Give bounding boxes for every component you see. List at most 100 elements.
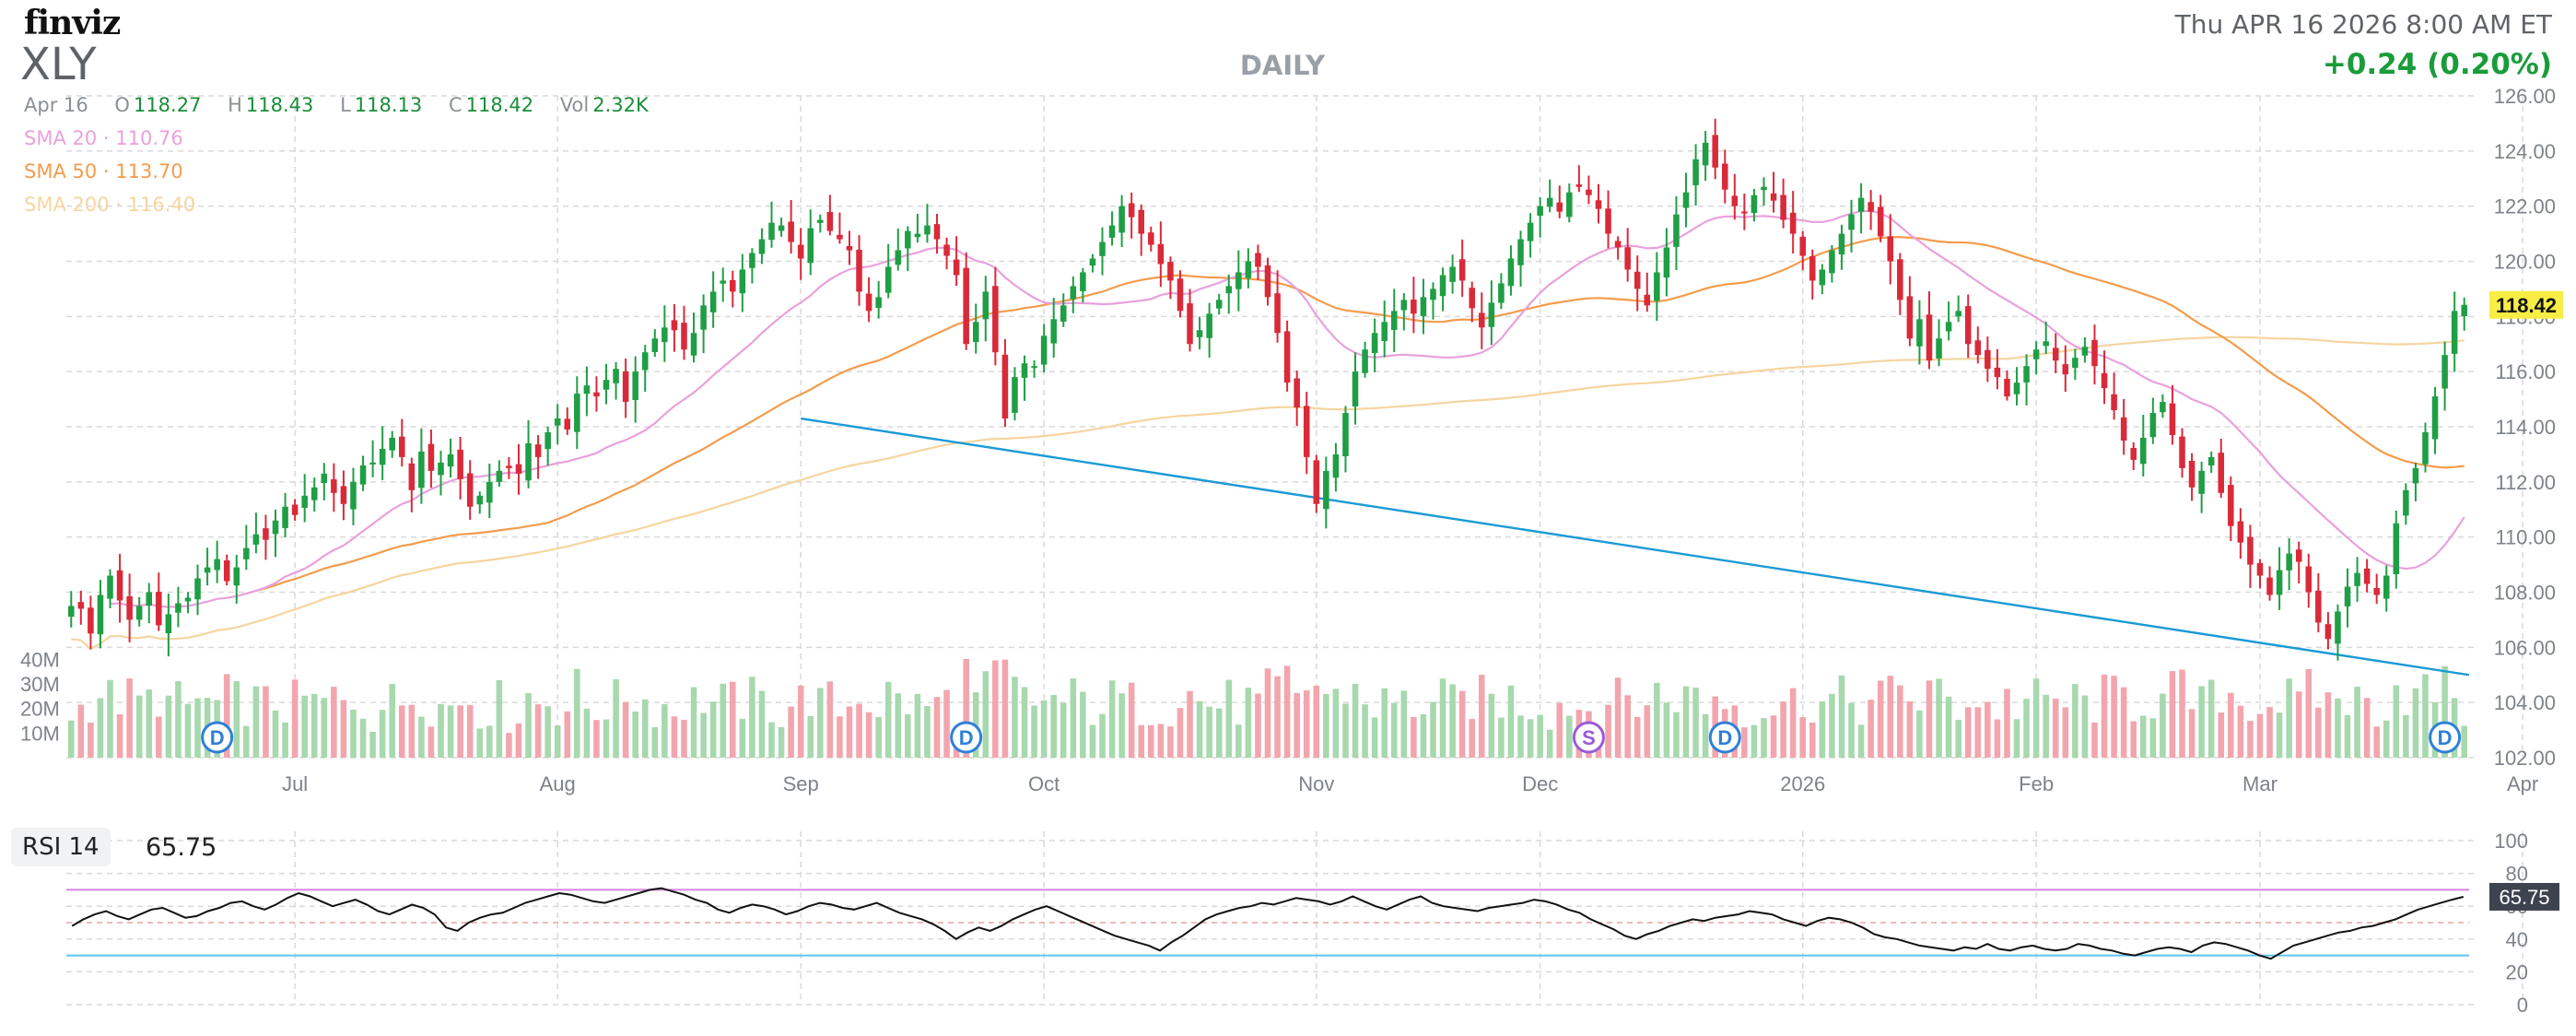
candle-body [1021, 363, 1028, 378]
candle-body [1157, 243, 1165, 265]
volume-bar [846, 706, 853, 758]
candle-body [184, 597, 192, 602]
candle-body [554, 418, 561, 426]
volume-bar [1323, 693, 1329, 758]
candle-body [1099, 241, 1106, 256]
candles[interactable] [68, 118, 2467, 661]
volume-bar [1926, 680, 1933, 758]
candle-body [1789, 212, 1797, 234]
volume-bar [496, 679, 503, 758]
volume-bar [2218, 712, 2225, 758]
volume-bar [2188, 709, 2195, 758]
time-tick-label: Mar [2242, 772, 2277, 795]
candle-body [2276, 570, 2283, 595]
volume-bar [1001, 659, 1009, 758]
candle-body [681, 323, 687, 350]
volume-bar [2111, 676, 2117, 758]
candle-body [1303, 406, 1310, 457]
candle-body [369, 462, 376, 465]
volume-bar [184, 703, 192, 758]
sma-50-legend[interactable]: SMA 50 · 113.70 [24, 160, 183, 182]
volume-bar [1128, 682, 1135, 758]
candle-body [817, 219, 824, 223]
volume-bar [1829, 693, 1835, 758]
candle-body [1420, 297, 1427, 316]
volume-bar [817, 688, 824, 758]
candle-body [2354, 572, 2360, 586]
rsi-last-label: 65.75 [2499, 886, 2549, 909]
volume-bar [1342, 703, 1349, 758]
trendline[interactable] [800, 417, 2470, 677]
sma-200-legend[interactable]: SMA 200 · 116.40 [24, 194, 196, 216]
volume-bar [2354, 687, 2360, 758]
event-marker-letter: D [959, 726, 974, 749]
volume-bar [1857, 724, 1865, 758]
candle-body [797, 244, 804, 259]
volume-bar [310, 693, 318, 758]
volume-tick-label: 30M [20, 673, 60, 696]
volume-bar [1936, 678, 1942, 758]
candle-body [1507, 258, 1515, 287]
candle-body [1605, 208, 1611, 234]
volume-bar [992, 660, 999, 758]
candle-body [2081, 347, 2089, 356]
volume-bar [2461, 725, 2467, 758]
volume-bar [525, 692, 532, 758]
candle-body [690, 333, 697, 356]
volume-bar [146, 689, 153, 758]
candle-body [963, 267, 969, 345]
volume-bar [476, 728, 484, 758]
candle-body [933, 224, 941, 240]
volume-bar [739, 718, 746, 758]
volume-bar [165, 695, 172, 758]
volume-bar [2062, 707, 2069, 758]
candle-body [175, 603, 181, 613]
candle-body [2431, 396, 2439, 440]
candle-body [622, 371, 629, 403]
volume-bar [1702, 713, 1709, 758]
sma-20-legend[interactable]: SMA 20 · 110.76 [24, 127, 183, 149]
volume-bar [1099, 713, 1106, 758]
volume-bar [1390, 702, 1398, 758]
candle-body [1838, 233, 1845, 255]
volume-bar [1663, 702, 1670, 758]
volume-bar [622, 701, 629, 758]
finviz-logo[interactable]: finviz [24, 4, 121, 42]
price-tick-label: 126.00 [2494, 85, 2556, 108]
candle-body [953, 259, 960, 276]
volume-bar [1556, 702, 1563, 758]
volume-bar [1245, 688, 1252, 758]
sma-20-label: SMA 20 [24, 127, 98, 149]
candle-body [1761, 186, 1767, 191]
candle-body [1546, 197, 1553, 207]
rsi-label[interactable]: RSI 14 [11, 828, 111, 866]
candle-body [2344, 586, 2351, 606]
candle-body [2237, 521, 2244, 543]
volume-bar [768, 722, 775, 758]
volume-bar [379, 710, 386, 758]
candle-body [2188, 460, 2195, 488]
volume-bar [331, 687, 337, 758]
volume-bar [1206, 706, 1212, 758]
volume-bar [865, 712, 872, 758]
candle-body [2373, 587, 2380, 595]
volume-bar [1955, 719, 1961, 758]
volume-bar [632, 711, 638, 758]
volume-bar [1741, 727, 1748, 758]
candle-body [1829, 250, 1835, 274]
candle-body [2179, 436, 2185, 468]
close-value: 118.42 [465, 94, 534, 116]
event-marker-letter: D [2438, 726, 2453, 749]
candle-body [1527, 222, 1534, 241]
rsi-panel: 02040608010065.75 [66, 830, 2559, 1017]
candle-body [1751, 194, 1758, 214]
candle-body [1196, 330, 1203, 337]
candle-body [1050, 319, 1057, 344]
candle-body [2120, 417, 2127, 441]
candle-body [2295, 549, 2302, 562]
candle-body [1012, 377, 1018, 413]
candle-body [1177, 278, 1184, 312]
volume-bar [126, 678, 133, 758]
